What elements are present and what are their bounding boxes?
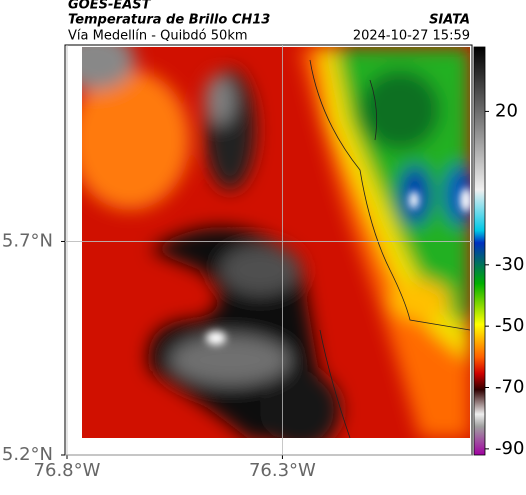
colorbar-tick-label: -30 (495, 254, 524, 275)
colorbar-tick-label: -70 (495, 377, 524, 398)
y-tick-label: 5.7°N (2, 230, 53, 251)
x-tick-label: 76.8°W (34, 460, 101, 481)
satellite-image (82, 47, 470, 438)
colorbar-tick-label: 20 (495, 100, 518, 121)
colorbar-tick-label: -90 (495, 438, 524, 459)
agency: SIATA (429, 13, 470, 28)
source: GOES-EAST (68, 0, 152, 13)
colorbar (473, 46, 486, 456)
x-tick-label: 76.3°W (249, 460, 316, 481)
datetime: 2024-10-27 15:59 (353, 29, 470, 44)
subtitle: Vía Medellín - Quibdó 50km (68, 29, 248, 44)
y-tick-label: 5.2°N (2, 444, 53, 465)
colorbar-tick-label: -50 (495, 315, 524, 336)
title: Temperatura de Brillo CH13 (68, 13, 270, 28)
